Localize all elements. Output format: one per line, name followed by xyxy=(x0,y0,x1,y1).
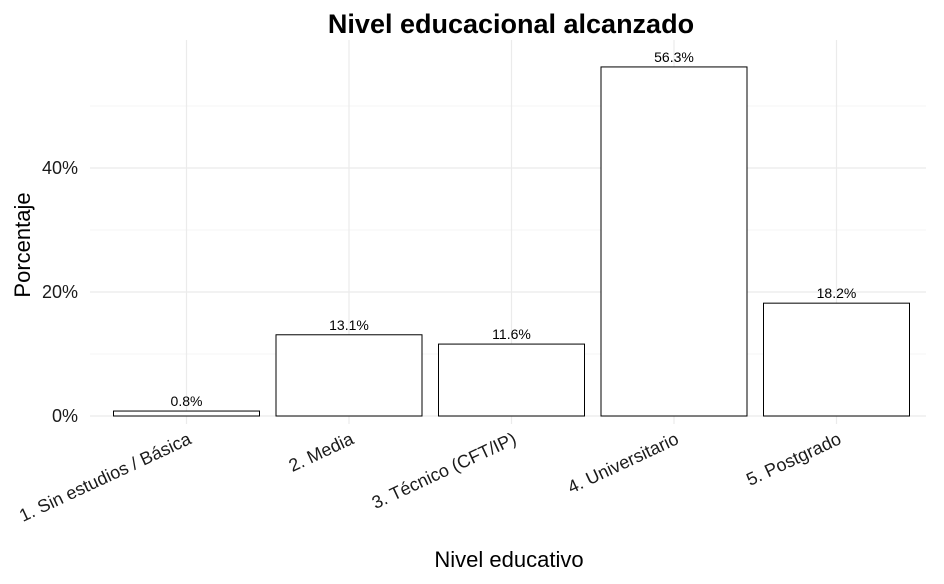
bar-3 xyxy=(438,343,585,417)
y-tick-label-1: 20% xyxy=(42,282,78,302)
x-tick-label-5: 5. Postgrado xyxy=(743,428,844,489)
data-label-2: 13.1% xyxy=(329,317,369,333)
y-tick-label-2: 40% xyxy=(42,158,78,178)
data-label-1: 0.8% xyxy=(171,393,203,409)
x-axis-ticks: 1. Sin estudios / Básica 2. Media 3. Técni… xyxy=(16,428,844,526)
bars xyxy=(113,66,910,417)
y-axis-title: Porcentaje xyxy=(10,192,35,297)
bar-2 xyxy=(275,334,423,417)
x-tick-label-3: 3. Técnico (CFT/IP) xyxy=(369,428,519,512)
data-labels: 0.8% 13.1% 11.6% 56.3% 18.2% xyxy=(171,49,857,409)
x-axis-title: Nivel educativo xyxy=(434,547,583,572)
data-label-3: 11.6% xyxy=(492,326,531,342)
bar-4 xyxy=(600,66,748,417)
x-tick-label-4: 4. Universitario xyxy=(564,428,681,497)
bar-1 xyxy=(113,410,260,417)
bar-5 xyxy=(763,302,910,417)
chart-title: Nivel educacional alcanzado xyxy=(328,9,694,39)
y-axis-ticks: 0% 20% 40% xyxy=(42,158,78,426)
x-tick-label-1: 1. Sin estudios / Básica xyxy=(16,428,195,526)
data-label-5: 18.2% xyxy=(817,285,857,301)
y-tick-label-0: 0% xyxy=(52,406,78,426)
data-label-4: 56.3% xyxy=(654,49,694,65)
x-tick-label-2: 2. Media xyxy=(286,428,358,476)
